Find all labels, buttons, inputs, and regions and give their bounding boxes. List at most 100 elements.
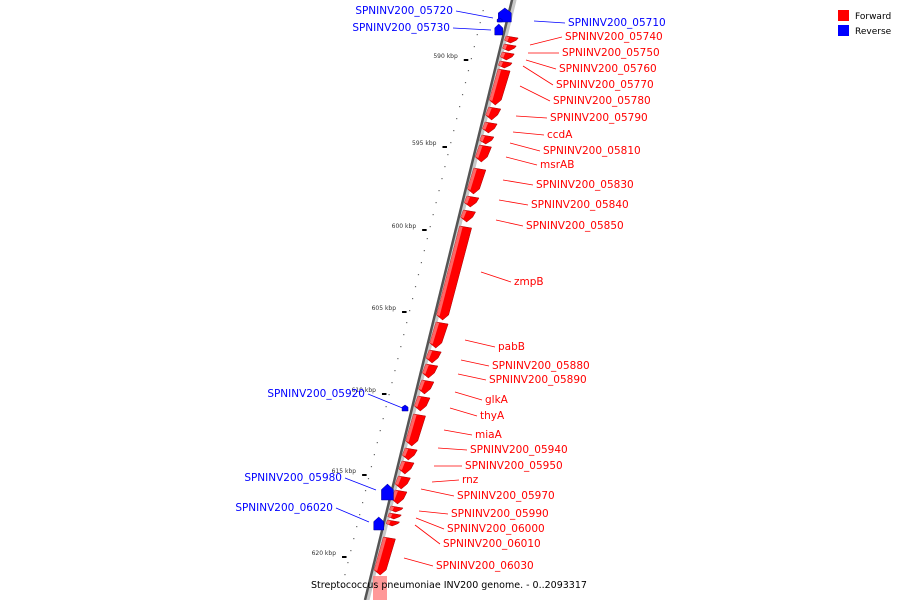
gene-spninv200-05750-highlight	[502, 44, 508, 50]
gene-spninv200-05830-highlight	[467, 168, 477, 190]
minor-tick	[447, 154, 449, 156]
minor-tick	[432, 214, 434, 216]
gene-spninv200-05850-highlight	[460, 210, 467, 219]
minor-tick	[426, 238, 428, 240]
minor-tick	[394, 370, 396, 372]
minor-tick	[444, 166, 446, 168]
gene-spninv200-05770-label[interactable]: SPNINV200_05770	[556, 79, 654, 91]
gene-spninv200-05970-leader	[420, 488, 455, 497]
gene-rnz-leader	[431, 479, 460, 483]
gene-spninv200-05710-arrow[interactable]	[496, 17, 503, 23]
minor-tick	[344, 574, 346, 576]
gene-spninv200-06000-label[interactable]: SPNINV200_06000	[447, 523, 545, 535]
gene-rnz-label[interactable]: rnz	[462, 474, 479, 486]
minor-tick	[467, 70, 470, 72]
gene-ccda-label[interactable]: ccdA	[547, 129, 573, 141]
gene-spninv200-05830-label[interactable]: SPNINV200_05830	[536, 179, 634, 191]
minor-tick	[479, 22, 481, 24]
gene-pabb-label[interactable]: pabB	[498, 341, 525, 353]
minor-tick	[438, 190, 440, 192]
gene-spninv200-05740-highlight	[504, 36, 510, 42]
tick-label: 605 kbp	[372, 305, 397, 312]
legend-label-forward: Forward	[855, 12, 891, 22]
major-tick	[442, 146, 447, 148]
gene-zmpb-label[interactable]: zmpB	[514, 276, 544, 288]
gene-spninv200-05920-leader	[367, 393, 406, 410]
minor-tick	[420, 262, 423, 264]
gene-spninv200-05830-leader	[502, 179, 534, 186]
gene-spninv200-05810-label[interactable]: SPNINV200_05810	[543, 145, 641, 157]
gene-spninv200-05840-leader	[498, 199, 529, 206]
gene-spninv200-05920-arrow[interactable]	[401, 404, 409, 412]
gene-spninv200-05970-label[interactable]: SPNINV200_05970	[457, 490, 555, 502]
gene-spninv200-05730-arrow[interactable]	[494, 23, 504, 36]
gene-spninv200-05730-label[interactable]: SPNINV200_05730	[352, 22, 450, 34]
gene-spninv200-05880-leader	[460, 359, 490, 367]
gene-spninv200-06010-label[interactable]: SPNINV200_06010	[443, 538, 541, 550]
minor-tick	[459, 106, 461, 108]
tick-label: 610 kbp	[352, 387, 377, 394]
gene-spninv200-05940-label[interactable]: SPNINV200_05940	[470, 444, 568, 456]
gene-spninv200-05770-highlight	[498, 61, 504, 67]
gene-spninv200-06030-label[interactable]: SPNINV200_06030	[436, 560, 534, 572]
minor-tick	[347, 562, 349, 564]
gene-spninv200-05840-label[interactable]: SPNINV200_05840	[531, 199, 629, 211]
gene-spninv200-05920-label[interactable]: SPNINV200_05920	[267, 388, 365, 400]
minor-tick	[429, 226, 431, 228]
gene-miaa-label[interactable]: miaA	[475, 429, 503, 441]
minor-tick	[376, 442, 378, 444]
major-tick	[402, 311, 407, 313]
gene-spninv200-05770-leader	[522, 65, 554, 86]
minor-tick	[409, 310, 411, 312]
minor-tick	[370, 466, 373, 468]
gene-ccda-highlight	[482, 122, 489, 130]
gene-glka-label[interactable]: glkA	[485, 394, 509, 406]
gene-spninv200-06030-leader	[403, 557, 434, 567]
gene-spninv200-05980-arrow[interactable]	[381, 483, 394, 501]
gene-miaa-highlight	[405, 414, 417, 442]
major-tick	[342, 556, 347, 558]
gene-spninv200-05710-label[interactable]: SPNINV200_05710	[568, 17, 666, 29]
gene-spninv200-05810-leader	[509, 142, 541, 152]
gene-spninv200-05740-label[interactable]: SPNINV200_05740	[565, 31, 663, 43]
minor-tick	[382, 418, 384, 420]
gene-spninv200-05940-leader	[437, 447, 468, 451]
gene-spninv200-05780-label[interactable]: SPNINV200_05780	[553, 95, 651, 107]
gene-spninv200-05880-label[interactable]: SPNINV200_05880	[492, 360, 590, 372]
tick-label: 615 kbp	[332, 468, 357, 475]
gene-spninv200-06020-leader	[335, 507, 370, 523]
minor-tick	[350, 550, 352, 552]
gene-spninv200-05990-label[interactable]: SPNINV200_05990	[451, 508, 549, 520]
gene-spninv200-05720-leader	[455, 10, 494, 19]
gene-spninv200-05790-label[interactable]: SPNINV200_05790	[550, 112, 648, 124]
gene-spninv200-06020-label[interactable]: SPNINV200_06020	[235, 502, 333, 514]
gene-thya-highlight	[414, 396, 421, 407]
gene-spninv200-06010-highlight	[386, 520, 391, 525]
gene-spninv200-05760-label[interactable]: SPNINV200_05760	[559, 63, 657, 75]
minor-tick	[388, 394, 390, 396]
minor-tick	[385, 406, 387, 408]
minor-tick	[453, 130, 455, 132]
minor-tick	[461, 94, 464, 96]
gene-spninv200-05810-highlight	[479, 135, 485, 142]
gene-spninv200-05950-label[interactable]: SPNINV200_05950	[465, 460, 563, 472]
gene-spninv200-05980-label[interactable]: SPNINV200_05980	[244, 472, 342, 484]
gene-rnz-highlight	[395, 476, 402, 485]
tick-label: 600 kbp	[392, 223, 417, 230]
gene-spninv200-06000-highlight	[387, 513, 393, 518]
minor-tick	[364, 490, 367, 492]
minor-tick	[397, 358, 399, 360]
legend-swatch-reverse	[838, 25, 849, 36]
gene-spninv200-05890-label[interactable]: SPNINV200_05890	[489, 374, 587, 386]
gene-spninv200-05750-label[interactable]: SPNINV200_05750	[562, 47, 660, 59]
gene-thya-label[interactable]: thyA	[480, 410, 505, 422]
gene-spninv200-05720-label[interactable]: SPNINV200_05720	[355, 5, 453, 17]
gene-spninv200-06020-arrow[interactable]	[373, 516, 384, 531]
gene-zmpb-highlight	[436, 226, 463, 316]
minor-tick	[400, 346, 402, 348]
gene-msrab-label[interactable]: msrAB	[540, 159, 574, 171]
genome-caption: Streptococcus pneumoniae INV200 genome. …	[311, 580, 587, 591]
gene-spninv200-06030-highlight	[374, 537, 387, 571]
gene-spninv200-05850-label[interactable]: SPNINV200_05850	[526, 220, 624, 232]
